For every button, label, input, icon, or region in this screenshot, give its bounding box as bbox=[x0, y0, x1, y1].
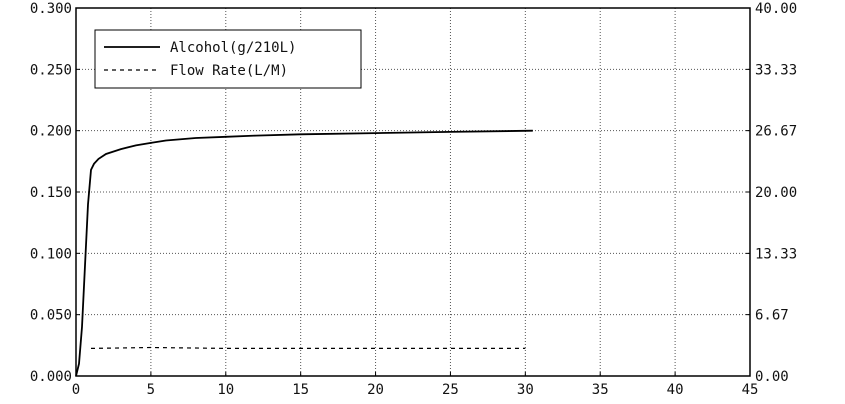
x-tick-label: 35 bbox=[592, 382, 609, 398]
y-tick-label: 0.050 bbox=[30, 308, 72, 324]
x-tick-label: 0 bbox=[72, 382, 80, 398]
legend: Alcohol(g/210L) Flow Rate(L/M) bbox=[94, 29, 362, 89]
x-tick-label: 15 bbox=[292, 382, 309, 398]
legend-label-flow-rate: Flow Rate(L/M) bbox=[170, 63, 288, 79]
y2-tick-label: 13.33 bbox=[755, 246, 797, 262]
ticks: 0 5 10 15 20 25 30 35 40 45 0.000 0.050 0.100 0.150 0.… bbox=[30, 1, 797, 398]
y-tick-label: 0.000 bbox=[30, 369, 72, 385]
x-tick-label: 25 bbox=[442, 382, 459, 398]
y2-tick-label: 20.00 bbox=[755, 185, 797, 201]
x-tick-label: 30 bbox=[517, 382, 534, 398]
x-tick-label: 40 bbox=[667, 382, 684, 398]
y-tick-label: 0.150 bbox=[30, 185, 72, 201]
y-tick-label: 0.300 bbox=[30, 1, 72, 17]
y2-tick-label: 26.67 bbox=[755, 124, 797, 140]
y2-tick-label: 33.33 bbox=[755, 62, 797, 78]
legend-box bbox=[94, 29, 362, 89]
x-tick-label: 5 bbox=[147, 382, 155, 398]
x-tick-label: 45 bbox=[742, 382, 759, 398]
y-tick-label: 0.200 bbox=[30, 124, 72, 140]
grid bbox=[76, 8, 750, 376]
y2-tick-label: 40.00 bbox=[755, 1, 797, 17]
y2-tick-label: 6.67 bbox=[755, 308, 789, 324]
series-line-1 bbox=[90, 346, 526, 349]
series-layer bbox=[75, 129, 533, 377]
y-tick-label: 0.250 bbox=[30, 62, 72, 78]
legend-label-alcohol: Alcohol(g/210L) bbox=[170, 40, 296, 56]
y2-tick-label: 0.00 bbox=[755, 369, 789, 385]
x-tick-label: 10 bbox=[217, 382, 234, 398]
x-tick-label: 20 bbox=[367, 382, 384, 398]
y-tick-label: 0.100 bbox=[30, 246, 72, 262]
series-line-0 bbox=[75, 129, 533, 377]
